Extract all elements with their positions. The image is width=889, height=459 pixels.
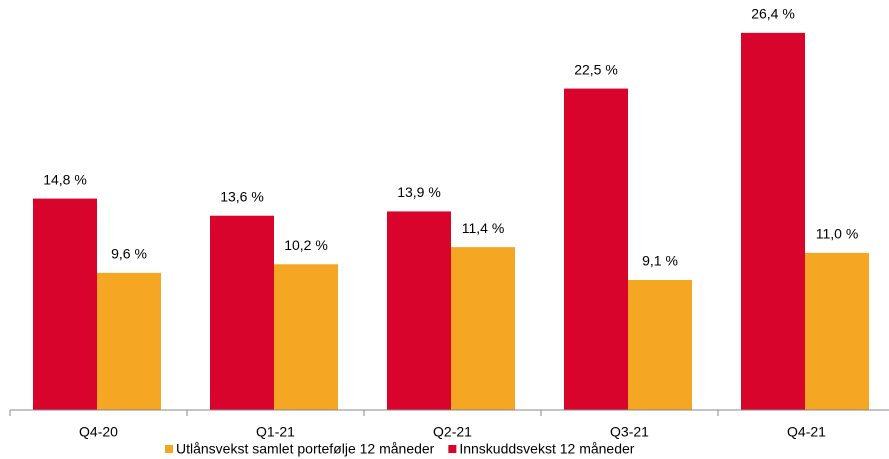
value-label: 26,4 % bbox=[751, 6, 795, 22]
legend-swatch bbox=[448, 445, 457, 453]
legend-label: Utlånsvekst samlet portefølje 12 måneder bbox=[176, 441, 435, 457]
bar bbox=[97, 272, 161, 410]
x-tick-label: Q1-21 bbox=[256, 424, 295, 440]
x-tick-label: Q4-20 bbox=[79, 424, 118, 440]
bar bbox=[387, 211, 451, 410]
x-tick-label: Q3-21 bbox=[610, 424, 649, 440]
x-tick-label: Q2-21 bbox=[433, 424, 472, 440]
value-label: 22,5 % bbox=[574, 61, 618, 77]
value-label: 11,0 % bbox=[816, 226, 859, 242]
bar bbox=[451, 247, 515, 410]
value-label: 13,6 % bbox=[220, 188, 264, 204]
bar bbox=[741, 32, 805, 410]
bar bbox=[805, 252, 869, 410]
bar bbox=[33, 198, 97, 410]
value-label: 14,8 % bbox=[43, 171, 87, 187]
value-label: 9,6 % bbox=[111, 246, 147, 262]
value-label: 9,1 % bbox=[642, 253, 678, 269]
value-label: 10,2 % bbox=[284, 237, 328, 253]
bar bbox=[210, 215, 274, 410]
x-tick-label: Q4-21 bbox=[787, 424, 826, 440]
bar bbox=[628, 280, 692, 410]
legend-label: Innskuddsvekst 12 måneder bbox=[459, 441, 634, 457]
value-label: 11,4 % bbox=[462, 220, 505, 236]
value-label: 13,9 % bbox=[397, 184, 441, 200]
bar bbox=[564, 88, 628, 411]
bar bbox=[274, 264, 338, 410]
legend-swatch bbox=[165, 445, 173, 453]
